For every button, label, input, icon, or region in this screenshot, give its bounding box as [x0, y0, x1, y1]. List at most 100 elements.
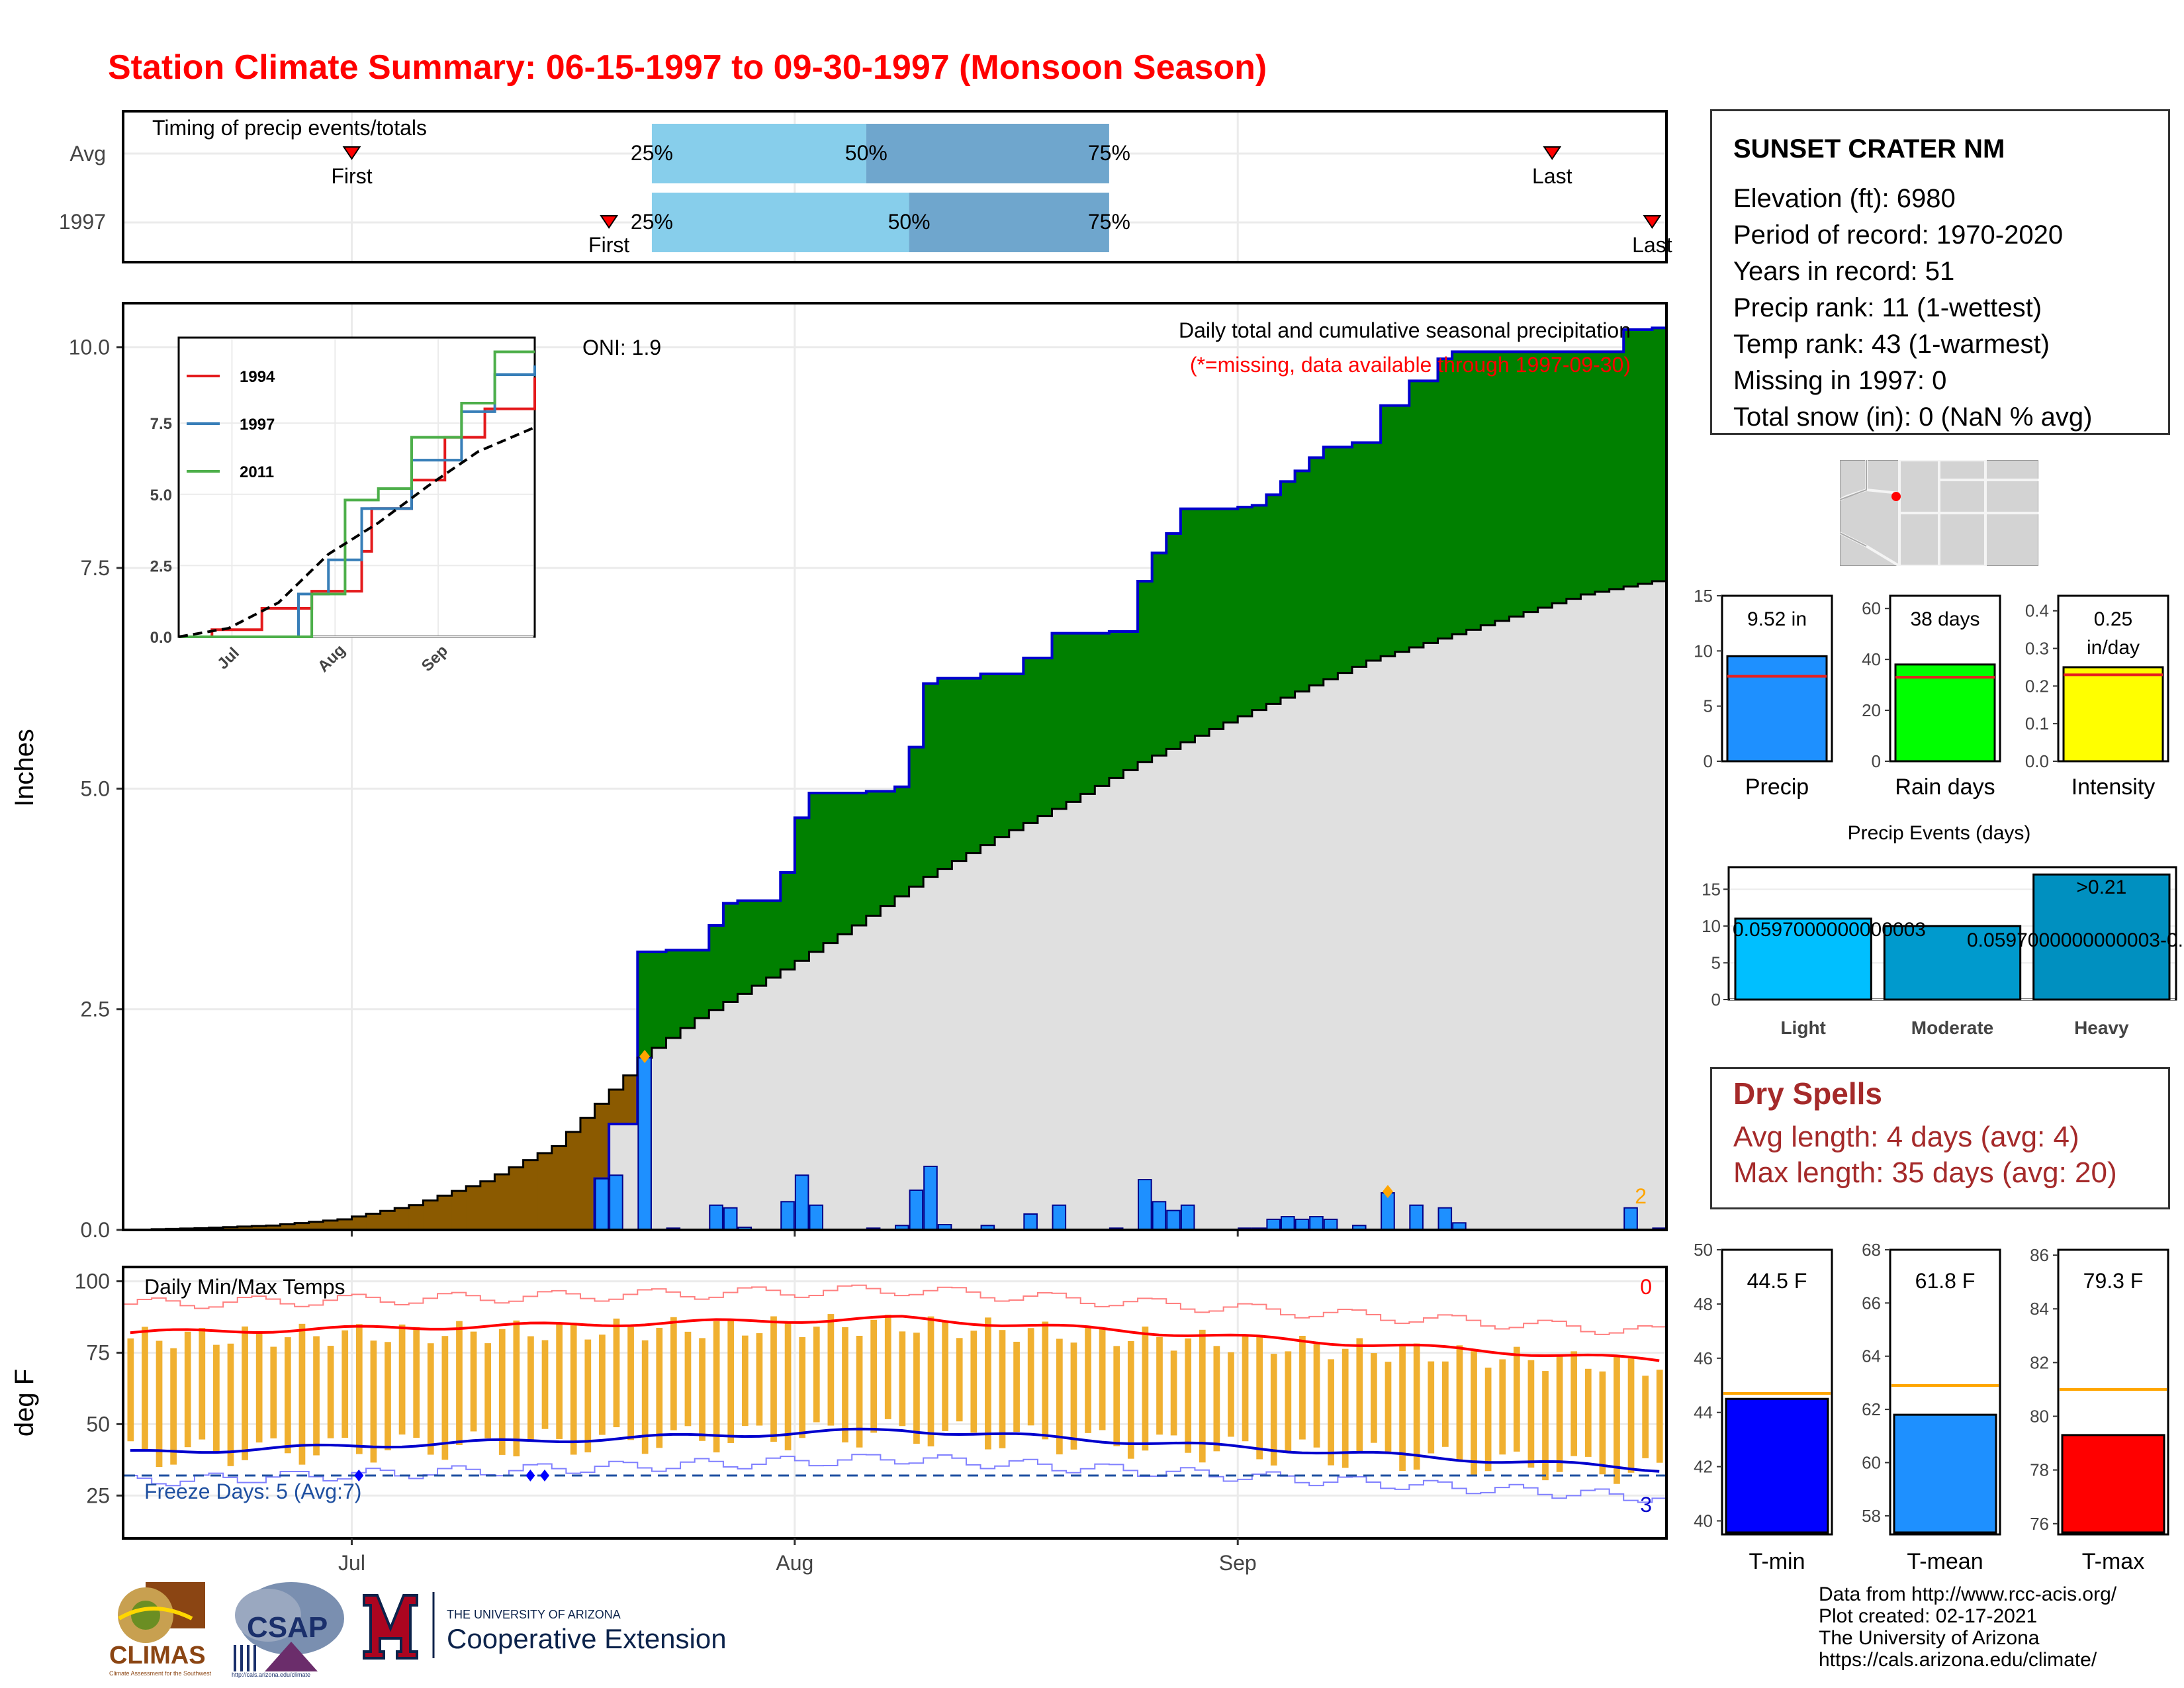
daily-temp-range-bar	[927, 1316, 934, 1447]
daily-temp-range-bar	[1042, 1321, 1049, 1440]
temp-bar-value-label: 61.8 F	[1915, 1269, 1976, 1293]
mini-category-label: Rain days	[1895, 774, 1995, 800]
inset-legend-label: 2011	[240, 463, 274, 481]
daily-temp-range-bar	[970, 1331, 978, 1433]
precip-corner-count: 2	[1635, 1184, 1647, 1208]
daily-temp-range-bar	[842, 1327, 848, 1443]
timing-q25-label: 25%	[631, 141, 673, 165]
temp-bar-category-label: T-max	[2082, 1549, 2144, 1574]
above-average-area	[1623, 330, 1639, 586]
mini-ytick-label: 0	[1872, 751, 1881, 771]
temp-bar-ytick-label: 60	[1862, 1452, 1881, 1472]
above-average-area	[794, 818, 810, 961]
daily-temp-range-bar	[1242, 1336, 1249, 1442]
mini-ytick-label: 60	[1862, 598, 1881, 618]
daily-temp-range-bar	[441, 1336, 449, 1460]
timing-q75-label: 75%	[1088, 141, 1130, 165]
daily-temp-range-bar	[470, 1331, 477, 1432]
above-average-area	[952, 678, 967, 861]
events-category-label: Moderate	[1911, 1017, 1993, 1038]
below-average-area	[308, 1221, 324, 1230]
mini-category-label: Precip	[1745, 774, 1809, 800]
temp-bar-ytick-label: 80	[2030, 1407, 2049, 1427]
info-period: Period of record: 1970-2020	[1733, 220, 2064, 250]
climas-logo: CLIMAS Climate Assessment for the Southw…	[109, 1582, 212, 1677]
daily-temp-range-bar	[1285, 1351, 1292, 1452]
above-average-area	[1138, 581, 1153, 763]
temp-bar-chart-t-min: 40 42 44 46 48 50 44.5 F T-min	[1694, 1240, 1833, 1574]
mini-ytick-label: 0	[1704, 751, 1713, 771]
daily-temp-range-bar	[527, 1336, 534, 1440]
credits: Data from http://www.rcc-acis.org/ Plot …	[1819, 1583, 2116, 1671]
above-average-area	[1195, 508, 1210, 736]
date-xtick-label: Aug	[776, 1551, 813, 1575]
above-average-area	[1251, 505, 1267, 710]
temp-ylabel: deg F	[10, 1369, 39, 1436]
temp-corner-top: 0	[1640, 1275, 1652, 1299]
dry-spells-title: Dry Spells	[1733, 1076, 1882, 1111]
above-average-area	[1452, 352, 1467, 634]
freeze-days-label: Freeze Days: 5 (Avg:7)	[144, 1479, 361, 1503]
temp-bar-ytick-label: 48	[1694, 1294, 1713, 1314]
daily-temp-range-bar	[1656, 1370, 1663, 1463]
below-average-area	[265, 1225, 281, 1230]
below-average-area	[223, 1227, 238, 1230]
temp-bar-ytick-label: 76	[2030, 1514, 2049, 1534]
inset-avg-line	[178, 426, 535, 638]
daily-temp-range-bar	[699, 1338, 705, 1441]
csap-url: http://cals.arizona.edu/climate	[232, 1671, 310, 1678]
daily-temp-range-bar	[1513, 1346, 1520, 1452]
temp-ytick-label: 75	[86, 1340, 110, 1364]
temp-bar-charts: 40 42 44 46 48 50 44.5 F T-min 58 60 62 64 66 68 61.8 …	[1694, 1240, 2169, 1574]
daily-temp-range-bar	[1570, 1351, 1578, 1456]
daily-temp-range-bar	[1542, 1371, 1549, 1481]
events-category-label: Heavy	[2074, 1017, 2129, 1038]
timing-q50-q75-bar	[909, 193, 1109, 252]
above-average-area	[823, 793, 839, 943]
above-average-area	[923, 683, 938, 877]
dry-spell-marker	[639, 1050, 651, 1063]
daily-temp-range-bar	[1599, 1371, 1606, 1475]
below-average-area	[337, 1219, 353, 1230]
temp-ytick-label: 100	[75, 1270, 110, 1293]
timing-q25-q50-bar	[651, 124, 866, 183]
above-average-area	[1537, 352, 1553, 608]
daily-temp-range-bar	[1371, 1353, 1377, 1443]
temp-bar-ytick-label: 86	[2030, 1245, 2049, 1265]
below-average-area	[494, 1174, 510, 1230]
events-light-label: 0.0597000000000003	[1733, 919, 1926, 941]
info-elevation: Elevation (ft): 6980	[1733, 184, 1956, 213]
precip-subnote: (*=missing, data available through 1997-…	[1190, 353, 1631, 377]
daily-temp-range-bar	[856, 1335, 863, 1448]
above-average-area	[723, 903, 739, 1002]
info-missing: Missing in 1997: 0	[1733, 366, 1947, 395]
last-event-label: Last	[1632, 233, 1672, 257]
info-temp-rank: Temp rank: 43 (1-warmest)	[1733, 330, 2050, 359]
timing-q75-label: 75%	[1088, 210, 1130, 234]
below-average-area	[408, 1205, 424, 1230]
mini-ytick-label: 20	[1862, 700, 1881, 720]
below-average-area	[351, 1216, 367, 1230]
page-title: Station Climate Summary: 06-15-1997 to 0…	[108, 48, 1267, 87]
temp-bar-category-label: T-mean	[1907, 1549, 1983, 1574]
daily-temp-range-bar	[1328, 1359, 1334, 1466]
above-average-area	[1595, 352, 1610, 592]
daily-temp-range-bar	[1471, 1351, 1477, 1476]
above-average-area	[980, 674, 995, 845]
temp-bar-ytick-label: 66	[1862, 1293, 1881, 1313]
above-average-area	[1052, 633, 1067, 809]
daily-temp-range-bar	[1170, 1350, 1177, 1436]
below-average-area	[437, 1196, 453, 1230]
timing-q50-q75-bar	[866, 124, 1109, 183]
daily-temp-range-bar	[484, 1343, 492, 1438]
mini-chart-intensity: 0.0 0.1 0.2 0.3 0.4 0.25 in/day Intensity	[2025, 594, 2169, 800]
below-average-area	[594, 1103, 610, 1179]
record-max-line	[123, 1284, 1666, 1335]
daily-temp-range-bar	[427, 1343, 434, 1455]
daily-temp-range-bar	[813, 1327, 820, 1423]
above-average-area	[995, 674, 1010, 837]
mini-value-label: 38 days	[1910, 608, 1979, 630]
temp-bar-chart-t-max: 76 78 80 82 84 86 79.3 F T-max	[2030, 1245, 2169, 1574]
timing-row-year-label: 1997	[59, 210, 106, 234]
temp-bar-ytick-label: 62	[1862, 1399, 1881, 1419]
